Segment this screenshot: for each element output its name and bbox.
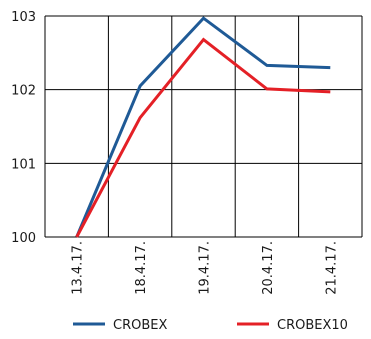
legend-label-crobex: CROBEX: [113, 318, 167, 333]
x-tick-label: 20.4.17.: [261, 241, 276, 295]
series-line-crobex10: [75, 37, 331, 238]
x-tick-label: 21.4.17.: [324, 241, 339, 295]
x-tick-label: 13.4.17.: [71, 241, 86, 295]
x-axis-ticks: 13.4.17. 18.4.17. 19.4.17. 20.4.17. 21.4.17.: [71, 241, 340, 295]
y-tick-label: 100: [11, 231, 36, 246]
x-tick-label: 18.4.17.: [134, 241, 149, 295]
legend-label-crobex10: CROBEX10: [277, 318, 348, 333]
y-tick-label: 102: [11, 84, 36, 99]
x-tick-label: 19.4.17.: [198, 241, 213, 295]
y-tick-label: 103: [11, 10, 36, 25]
y-tick-label: 101: [11, 157, 36, 172]
grid: [44, 15, 363, 238]
legend: CROBEX CROBEX10: [73, 318, 348, 333]
series-lines: [75, 16, 331, 238]
series-line-crobex: [75, 16, 331, 238]
y-axis-ticks: 100 101 102 103: [11, 10, 36, 246]
